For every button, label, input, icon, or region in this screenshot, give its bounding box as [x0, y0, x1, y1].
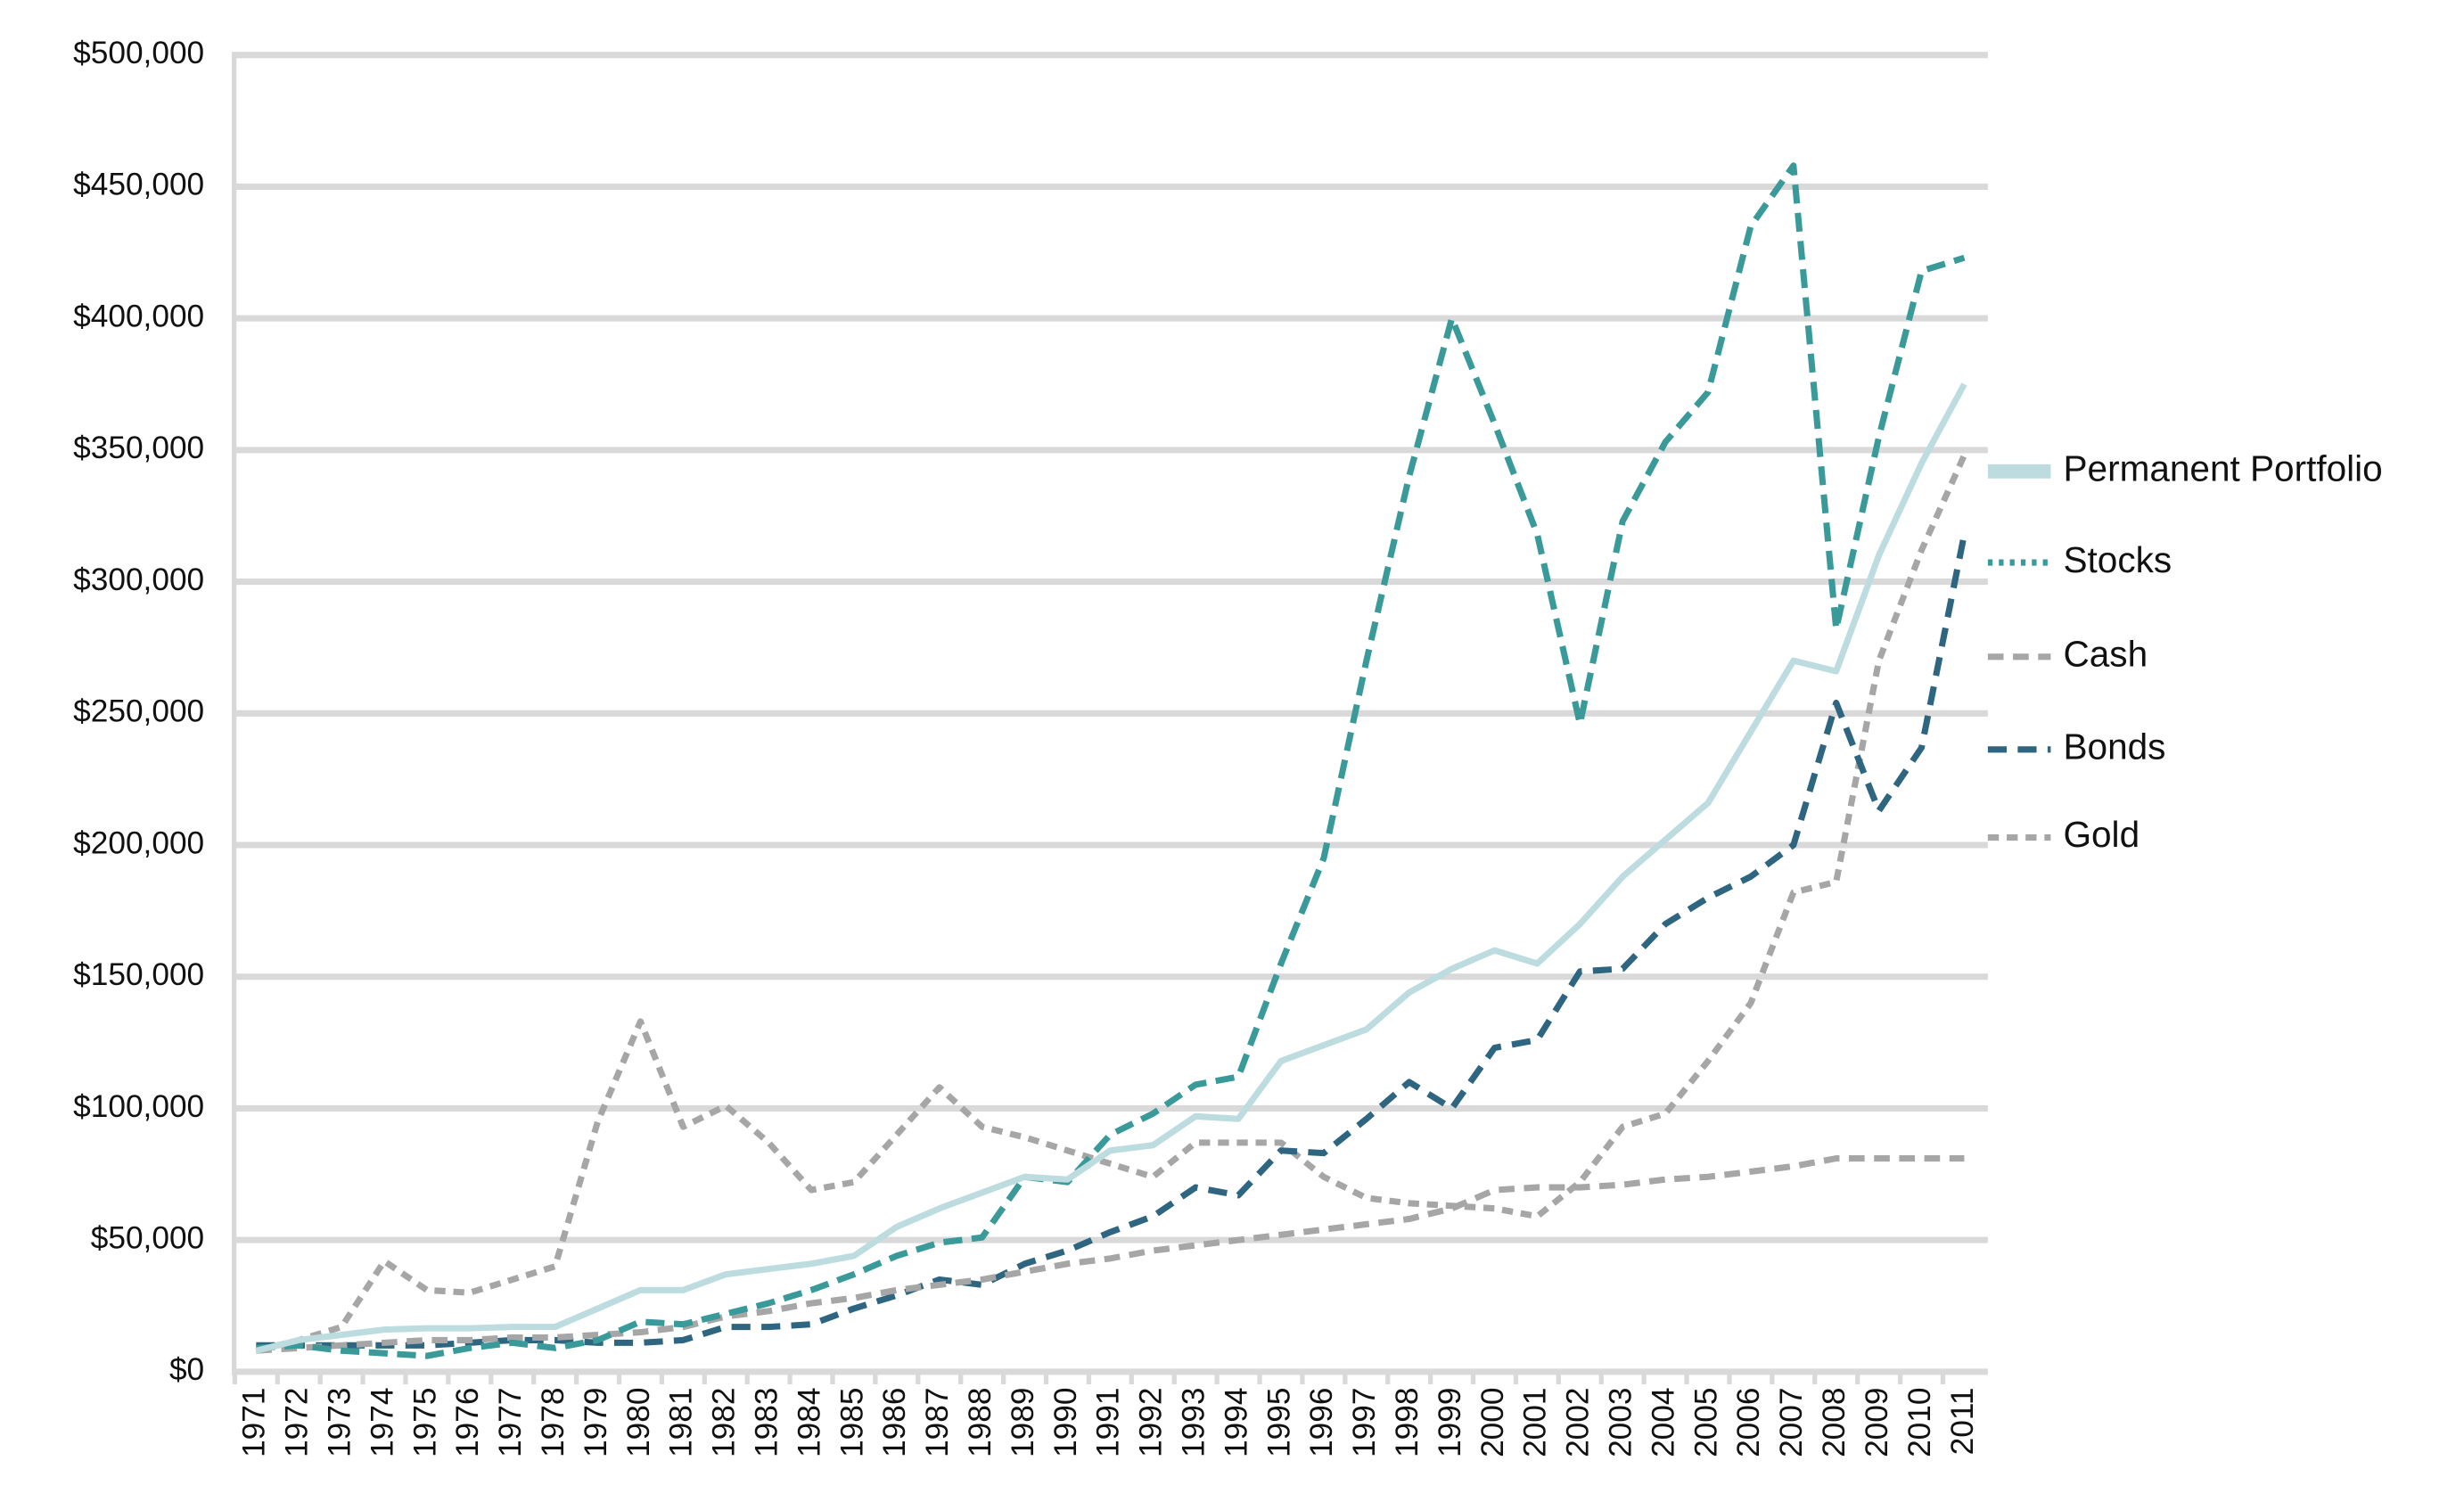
x-tick-label: 1988	[963, 1388, 998, 1457]
series-line	[256, 1155, 1965, 1354]
x-tick-label: 1982	[707, 1388, 742, 1457]
x-tick-label: 1971	[237, 1388, 272, 1457]
x-tick-label: 2007	[1774, 1388, 1809, 1457]
x-tick-label: 2002	[1561, 1388, 1596, 1457]
y-tick-label: $500,000	[73, 36, 204, 70]
x-tick-label: 1976	[450, 1388, 485, 1457]
x-tick-label: 1994	[1219, 1388, 1253, 1457]
x-tick-label: 1992	[1134, 1388, 1169, 1457]
x-tick-label: 2011	[1945, 1388, 1980, 1456]
x-tick-label: 1978	[536, 1388, 571, 1457]
series-line	[255, 454, 1967, 1354]
legend-label: Permanent Portfolio	[2063, 448, 2382, 489]
x-tick-label: 2008	[1817, 1388, 1852, 1457]
x-tick-label: 1975	[407, 1388, 442, 1457]
x-tick-label: 1983	[749, 1388, 784, 1457]
x-tick-label: 1981	[664, 1388, 699, 1457]
x-tick-label: 1993	[1177, 1388, 1211, 1457]
legend-label: Stocks	[2063, 539, 2172, 580]
y-tick-label: $150,000	[73, 957, 204, 992]
x-tick-label: 1987	[920, 1388, 955, 1457]
x-tick-label: 1990	[1048, 1388, 1083, 1457]
y-tick-label: $200,000	[73, 825, 204, 860]
y-tick-label: $0	[169, 1352, 204, 1387]
series-line	[256, 533, 1967, 1349]
x-tick-label: 2009	[1860, 1388, 1894, 1457]
x-tick-label: 1999	[1433, 1388, 1467, 1457]
y-tick-label: $350,000	[73, 431, 204, 465]
x-tick-label: 1991	[1091, 1388, 1126, 1457]
legend-label: Bonds	[2063, 726, 2165, 767]
y-tick-label: $50,000	[91, 1220, 204, 1255]
y-tick-label: $250,000	[73, 694, 204, 729]
x-tick-label: 1995	[1261, 1388, 1296, 1457]
legend-label: Cash	[2063, 634, 2148, 675]
y-tick-label: $100,000	[73, 1089, 204, 1124]
x-tick-label: 1977	[493, 1388, 528, 1457]
x-tick-label: 1997	[1347, 1388, 1382, 1457]
x-tick-label: 1985	[834, 1388, 869, 1457]
x-tick-label: 1980	[621, 1388, 656, 1457]
x-tick-label: 1979	[579, 1388, 613, 1457]
x-tick-label: 1996	[1304, 1388, 1339, 1457]
y-tick-label: $400,000	[73, 299, 204, 333]
y-tick-label: $300,000	[73, 562, 204, 597]
legend-label: Gold	[2063, 814, 2140, 855]
x-tick-label: 2001	[1518, 1388, 1553, 1457]
x-tick-label: 2010	[1902, 1388, 1937, 1457]
x-tick-label: 2006	[1731, 1388, 1766, 1457]
x-tick-label: 1973	[322, 1388, 357, 1457]
x-tick-label: 2004	[1646, 1388, 1680, 1457]
x-tick-label: 1974	[365, 1388, 399, 1457]
x-tick-label: 2005	[1688, 1388, 1723, 1457]
x-tick-label: 2003	[1604, 1388, 1639, 1457]
x-tick-label: 1984	[792, 1388, 826, 1457]
x-tick-label: 1972	[280, 1388, 315, 1457]
series-line	[255, 382, 1967, 1354]
x-tick-label: 1998	[1390, 1388, 1425, 1457]
x-tick-label: 1989	[1006, 1388, 1040, 1457]
x-tick-label: 2000	[1475, 1388, 1510, 1457]
x-tick-label: 1986	[877, 1388, 912, 1457]
y-tick-label: $450,000	[73, 168, 204, 202]
series-line	[256, 162, 1966, 1359]
